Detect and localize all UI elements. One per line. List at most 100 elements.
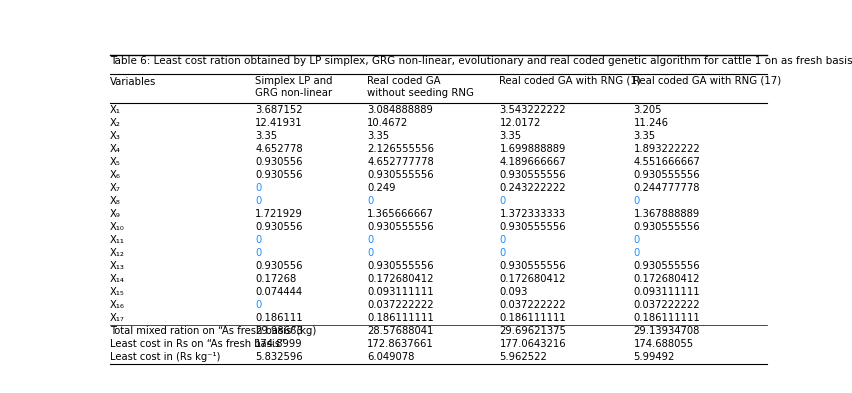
Text: 29.98663: 29.98663 <box>255 327 302 336</box>
Text: 0.186111111: 0.186111111 <box>499 314 566 323</box>
Text: 0.243222222: 0.243222222 <box>499 184 566 193</box>
Text: 11.246: 11.246 <box>633 118 669 128</box>
Text: 0: 0 <box>499 248 505 258</box>
Text: X₈: X₈ <box>110 196 120 206</box>
Text: 1.367888889: 1.367888889 <box>633 209 699 219</box>
Text: 3.35: 3.35 <box>367 131 389 141</box>
Text: 0.037222222: 0.037222222 <box>499 300 566 310</box>
Text: 0.186111111: 0.186111111 <box>633 314 700 323</box>
Text: 0.930555556: 0.930555556 <box>633 222 700 232</box>
Text: 0.172680412: 0.172680412 <box>633 274 700 285</box>
Text: 4.189666667: 4.189666667 <box>499 157 566 167</box>
Text: 3.35: 3.35 <box>633 131 655 141</box>
Text: 0.17268: 0.17268 <box>255 274 296 285</box>
Text: 0.249: 0.249 <box>367 184 396 193</box>
Text: 0.930556: 0.930556 <box>255 261 302 272</box>
Text: 177.0643216: 177.0643216 <box>499 340 566 349</box>
Text: Total mixed ration on “As fresh basis”(kg): Total mixed ration on “As fresh basis”(k… <box>110 327 316 336</box>
Text: 0: 0 <box>367 235 373 245</box>
Text: 0.930555556: 0.930555556 <box>367 222 434 232</box>
Text: 0.930555556: 0.930555556 <box>499 261 566 272</box>
Text: X₁₀: X₁₀ <box>110 222 124 232</box>
Text: 174.688055: 174.688055 <box>633 340 694 349</box>
Text: 0.037222222: 0.037222222 <box>633 300 700 310</box>
Text: 0.930555556: 0.930555556 <box>633 261 700 272</box>
Text: X₁: X₁ <box>110 105 121 115</box>
Text: 12.41931: 12.41931 <box>255 118 302 128</box>
Text: 0.172680412: 0.172680412 <box>367 274 434 285</box>
Text: 1.365666667: 1.365666667 <box>367 209 435 219</box>
Text: 1.372333333: 1.372333333 <box>499 209 566 219</box>
Text: X₂: X₂ <box>110 118 121 128</box>
Text: Least cost in (Rs kg⁻¹): Least cost in (Rs kg⁻¹) <box>110 353 220 362</box>
Text: Real coded GA
without seeding RNG: Real coded GA without seeding RNG <box>367 76 475 98</box>
Text: 0.186111: 0.186111 <box>255 314 302 323</box>
Text: 4.551666667: 4.551666667 <box>633 157 700 167</box>
Text: 0: 0 <box>255 184 262 193</box>
Text: 3.205: 3.205 <box>633 105 662 115</box>
Text: X₅: X₅ <box>110 157 121 167</box>
Text: X₁₅: X₁₅ <box>110 287 124 298</box>
Text: 0: 0 <box>255 235 262 245</box>
Text: 0.186111111: 0.186111111 <box>367 314 434 323</box>
Text: 1.893222222: 1.893222222 <box>633 144 700 154</box>
Text: 0.930556: 0.930556 <box>255 170 302 180</box>
Text: 0.093111111: 0.093111111 <box>633 287 700 298</box>
Text: Simplex LP and
GRG non-linear: Simplex LP and GRG non-linear <box>255 76 332 98</box>
Text: 0: 0 <box>367 248 373 258</box>
Text: 0: 0 <box>255 196 262 206</box>
Text: Least cost in Rs on “As fresh basis”: Least cost in Rs on “As fresh basis” <box>110 340 285 349</box>
Text: X₁₁: X₁₁ <box>110 235 124 245</box>
Text: 5.962522: 5.962522 <box>499 353 547 362</box>
Text: 12.0172: 12.0172 <box>499 118 541 128</box>
Text: X₁₄: X₁₄ <box>110 274 124 285</box>
Text: 0: 0 <box>255 248 262 258</box>
Text: 0.074444: 0.074444 <box>255 287 302 298</box>
Text: X₉: X₉ <box>110 209 121 219</box>
Text: 0: 0 <box>499 235 505 245</box>
Text: Real coded GA with RNG (17): Real coded GA with RNG (17) <box>633 76 781 86</box>
Text: X₁₂: X₁₂ <box>110 248 124 258</box>
Text: 0.037222222: 0.037222222 <box>367 300 434 310</box>
Text: 28.57688041: 28.57688041 <box>367 327 434 336</box>
Text: 5.832596: 5.832596 <box>255 353 302 362</box>
Text: 4.652777778: 4.652777778 <box>367 157 434 167</box>
Text: X₇: X₇ <box>110 184 121 193</box>
Text: X₄: X₄ <box>110 144 121 154</box>
Text: 0: 0 <box>499 196 505 206</box>
Text: X₆: X₆ <box>110 170 121 180</box>
Text: 2.126555556: 2.126555556 <box>367 144 435 154</box>
Text: Variables: Variables <box>110 77 156 87</box>
Text: 3.084888889: 3.084888889 <box>367 105 433 115</box>
Text: 1.721929: 1.721929 <box>255 209 303 219</box>
Text: 0.930555556: 0.930555556 <box>367 170 434 180</box>
Text: 0.930555556: 0.930555556 <box>367 261 434 272</box>
Text: 4.652778: 4.652778 <box>255 144 302 154</box>
Text: 6.049078: 6.049078 <box>367 353 415 362</box>
Text: 0: 0 <box>255 300 262 310</box>
Text: 3.543222222: 3.543222222 <box>499 105 566 115</box>
Text: 0.930555556: 0.930555556 <box>499 170 566 180</box>
Text: 172.8637661: 172.8637661 <box>367 340 434 349</box>
Text: 29.13934708: 29.13934708 <box>633 327 699 336</box>
Text: 3.35: 3.35 <box>499 131 521 141</box>
Text: 0.093111111: 0.093111111 <box>367 287 434 298</box>
Text: 5.99492: 5.99492 <box>633 353 675 362</box>
Text: 0.930555556: 0.930555556 <box>633 170 700 180</box>
Text: X₁₆: X₁₆ <box>110 300 124 310</box>
Text: 0.930556: 0.930556 <box>255 222 302 232</box>
Text: 29.69621375: 29.69621375 <box>499 327 567 336</box>
Text: 0.930556: 0.930556 <box>255 157 302 167</box>
Text: Real coded GA with RNG (1): Real coded GA with RNG (1) <box>499 76 641 86</box>
Text: X₁₇: X₁₇ <box>110 314 124 323</box>
Text: 0.172680412: 0.172680412 <box>499 274 566 285</box>
Text: 0.244777778: 0.244777778 <box>633 184 700 193</box>
Text: 0: 0 <box>633 196 640 206</box>
Text: 0: 0 <box>633 235 640 245</box>
Text: 0: 0 <box>633 248 640 258</box>
Text: 0: 0 <box>367 196 373 206</box>
Text: Table 6: Least cost ration obtained by LP simplex, GRG non-linear, evolutionary : Table 6: Least cost ration obtained by L… <box>110 56 852 66</box>
Text: 3.687152: 3.687152 <box>255 105 302 115</box>
Text: 10.4672: 10.4672 <box>367 118 409 128</box>
Text: 174.8999: 174.8999 <box>255 340 302 349</box>
